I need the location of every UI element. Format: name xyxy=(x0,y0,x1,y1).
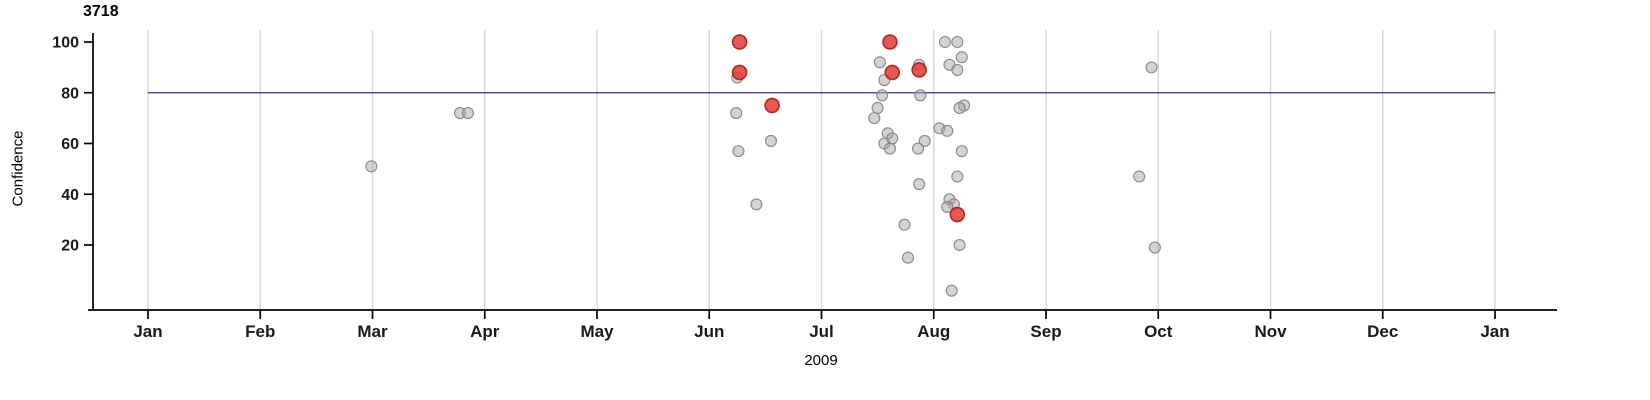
scatter-point xyxy=(945,284,958,297)
x-tick-label: Jan xyxy=(133,322,162,341)
x-tick-label: Apr xyxy=(470,322,500,341)
scatter-point xyxy=(955,145,968,158)
x-tick-label: Nov xyxy=(1254,322,1287,341)
scatter-point xyxy=(732,145,745,158)
scatter-point xyxy=(876,89,889,102)
scatter-point xyxy=(941,124,954,137)
y-tick-label: 60 xyxy=(61,136,79,153)
scatter-point xyxy=(941,200,954,213)
highlighted-point xyxy=(949,206,966,223)
x-tick-label: Aug xyxy=(917,322,950,341)
scatter-point xyxy=(951,170,964,183)
scatter-point xyxy=(730,107,743,120)
x-tick-label: Jun xyxy=(694,322,724,341)
chart-title: 3718 xyxy=(83,3,119,20)
x-tick-label: Jul xyxy=(809,322,834,341)
y-tick-label: 20 xyxy=(61,238,79,255)
x-axis-label: 2009 xyxy=(804,352,838,369)
scatter-point xyxy=(886,132,899,145)
scatter-point xyxy=(750,198,763,211)
scatter-point xyxy=(871,101,884,115)
scatter-point xyxy=(764,134,778,148)
scatter-point xyxy=(901,251,914,264)
scatter-point xyxy=(953,238,966,252)
scatter-point xyxy=(955,51,968,64)
scatter-point xyxy=(461,107,474,120)
highlighted-point xyxy=(764,97,780,114)
scatter-point xyxy=(365,160,378,173)
y-tick-label: 80 xyxy=(61,85,79,102)
scatter-point xyxy=(951,35,964,49)
scatter-point xyxy=(953,101,966,115)
scatter-point xyxy=(898,218,911,231)
scatter-point xyxy=(911,142,925,155)
scatter-point xyxy=(873,56,886,69)
highlighted-point xyxy=(882,34,898,50)
highlighted-point xyxy=(731,34,748,50)
y-tick-label: 100 xyxy=(52,35,79,52)
x-tick-label: Jan xyxy=(1480,322,1509,341)
x-tick-label: Oct xyxy=(1144,322,1173,341)
x-tick-label: Mar xyxy=(357,322,388,341)
scatter-point xyxy=(918,134,931,148)
scatter-point xyxy=(1148,241,1161,254)
scatter-point xyxy=(1145,61,1158,74)
x-tick-label: Feb xyxy=(245,322,275,341)
x-tick-label: Sep xyxy=(1030,322,1061,341)
x-tick-label: Dec xyxy=(1367,322,1398,341)
highlighted-point xyxy=(731,64,748,81)
scatter-point xyxy=(951,63,964,76)
y-tick-label: 40 xyxy=(61,187,79,204)
x-tick-label: May xyxy=(580,322,614,341)
scatter-point xyxy=(938,35,952,49)
scatter-point xyxy=(883,142,897,155)
highlighted-point xyxy=(911,62,927,78)
scatter-point xyxy=(913,178,926,191)
scatter-point xyxy=(1133,170,1146,183)
scatter-point xyxy=(868,112,881,125)
highlighted-point xyxy=(884,64,901,81)
scatter-point xyxy=(914,89,927,102)
